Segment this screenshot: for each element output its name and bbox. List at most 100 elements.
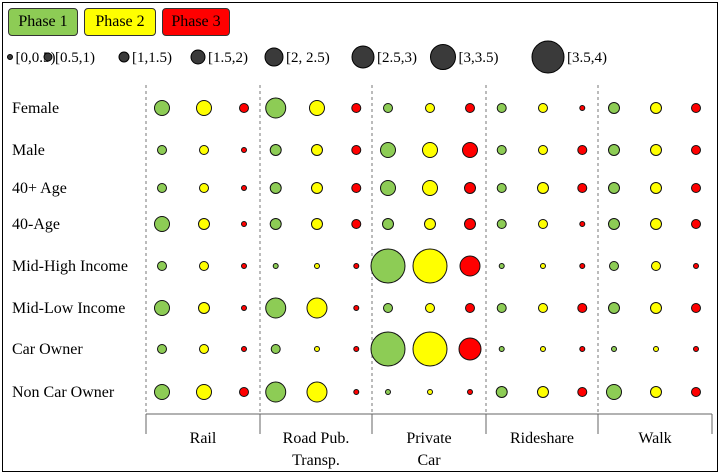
size-legend-label: [3.5,4) <box>567 50 607 66</box>
column-label: Rail <box>190 430 217 447</box>
bubble-phase-3 <box>465 103 475 113</box>
bubble-phase-2 <box>198 218 210 230</box>
bubble-phase-2 <box>425 303 435 313</box>
bubble-phase-1 <box>272 263 279 269</box>
bubble-phase-1 <box>269 144 282 156</box>
bubble-phase-1 <box>611 346 617 352</box>
column-label: Car <box>417 452 441 469</box>
size-legend-label: [0.5,1) <box>55 50 95 66</box>
bubble-phase-2 <box>313 263 320 269</box>
size-legend-bubble <box>43 52 53 62</box>
bubble-phase-3 <box>691 387 701 397</box>
bubble-phase-3 <box>693 263 699 269</box>
bubble-phase-2 <box>310 218 323 230</box>
bubble-phase-2 <box>196 100 212 116</box>
bubble-phase-2 <box>196 384 212 400</box>
bubble-phase-1 <box>606 384 622 400</box>
bubble-phase-3 <box>353 263 360 269</box>
column-label: Private <box>406 430 451 447</box>
bubble-phase-3 <box>693 346 699 352</box>
bubble-phase-2 <box>308 100 325 116</box>
bubble-phase-2 <box>650 302 662 314</box>
bubble-phase-2 <box>199 261 209 271</box>
bubble-phase-2 <box>650 102 662 114</box>
bubble-phase-2 <box>653 346 659 352</box>
bubble-phase-1 <box>495 386 508 398</box>
legend-phase-2: Phase 2 <box>84 8 156 36</box>
bubble-phase-3 <box>239 103 249 113</box>
bubble-phase-1 <box>270 344 281 354</box>
bubble-phase-1 <box>496 183 507 193</box>
bubble-phase-3 <box>691 219 701 229</box>
column-label: Transp. <box>292 452 340 469</box>
bubble-phase-3 <box>241 346 247 352</box>
bubble-phase-1 <box>370 248 406 284</box>
bubble-phase-2 <box>537 145 548 155</box>
bubble-phase-2 <box>650 386 662 398</box>
bubble-phase-2 <box>424 218 436 230</box>
bubble-phase-2 <box>650 182 662 194</box>
row-label: Mid-High Income <box>12 258 128 275</box>
bubble-phase-1 <box>380 142 396 158</box>
legend-phase-1: Phase 1 <box>8 8 78 36</box>
bubble-phase-1 <box>154 216 170 232</box>
bubble-phase-3 <box>239 387 249 397</box>
bubble-phase-2 <box>313 346 320 352</box>
bubble-phase-3 <box>241 147 247 153</box>
chart-grid <box>145 85 713 434</box>
bubble-phase-1 <box>496 303 507 313</box>
legend-phase-3-label: Phase 3 <box>171 13 221 30</box>
bubble-phase-1 <box>498 263 505 269</box>
row-label: Mid-Low Income <box>12 300 125 317</box>
bubble-phase-1 <box>608 144 620 156</box>
row-label: Non Car Owner <box>12 384 115 401</box>
size-legend-bubble <box>264 47 284 67</box>
row-label: Car Owner <box>12 341 83 358</box>
bubble-phase-2 <box>412 248 448 284</box>
bubble-phase-3 <box>464 218 476 230</box>
bubble-phase-3 <box>467 389 473 395</box>
bubble-phase-3 <box>241 263 247 269</box>
bubble-phase-1 <box>608 302 620 314</box>
size-legend-bubble <box>531 40 565 74</box>
bubble-phase-1 <box>154 300 170 316</box>
bubble-phase-2 <box>422 142 438 158</box>
size-legend-label: [1,1.5) <box>132 50 172 66</box>
bubble-phase-1 <box>496 103 507 113</box>
size-legend-bubble <box>351 45 375 69</box>
bubble-phase-1 <box>154 100 170 116</box>
bubble-phase-3 <box>465 303 475 313</box>
bubble-phase-3 <box>579 346 586 352</box>
bubble-phase-3 <box>577 145 588 155</box>
row-labels: Female Male 40+ Age 40-Age Mid-High Income Mi… <box>12 100 128 401</box>
bubble-phase-2 <box>537 103 548 113</box>
bubble-phase-2 <box>651 261 661 271</box>
bubble-phase-3 <box>351 183 362 193</box>
chart-frame <box>2 2 718 472</box>
bubble-phase-2 <box>199 145 209 155</box>
size-legend-bubble <box>7 54 13 60</box>
bubble-phase-1 <box>265 97 287 119</box>
bubble-phase-1 <box>608 102 620 114</box>
bubble-phase-1 <box>269 182 282 194</box>
size-legend-bubble <box>118 51 130 63</box>
bubble-phase-1 <box>370 331 406 367</box>
column-labels: Rail Road Pub. Transp. Private Car Rideshare W… <box>190 430 672 469</box>
bubble-phase-1 <box>383 303 393 313</box>
bubble-phase-3 <box>464 182 476 194</box>
bubble-phase-3 <box>691 145 701 155</box>
bubble-phase-2 <box>306 381 328 403</box>
bubble-phase-3 <box>691 303 701 313</box>
bubbles <box>154 97 701 403</box>
bubble-phase-1 <box>385 389 391 395</box>
column-label: Road Pub. <box>283 430 350 447</box>
row-label: 40+ Age <box>12 180 67 197</box>
bubble-phase-2 <box>199 183 209 193</box>
size-legend-label: [3,3.5) <box>459 50 499 66</box>
bubble-phase-3 <box>241 221 247 227</box>
column-label: Rideshare <box>510 430 574 447</box>
bubble-phase-1 <box>157 145 167 155</box>
bubble-phase-1 <box>498 346 505 352</box>
bubble-phase-2 <box>306 297 328 319</box>
bubble-phase-1 <box>496 145 507 155</box>
